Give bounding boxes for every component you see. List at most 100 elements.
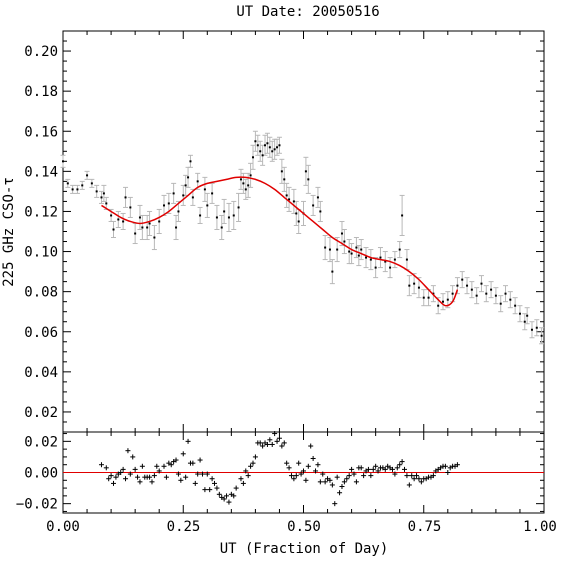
data-point — [393, 258, 396, 261]
data-point — [146, 226, 149, 229]
data-point — [427, 296, 430, 299]
y-tick-label: 0.06 — [24, 325, 58, 341]
residual-point — [317, 479, 323, 485]
residual-point — [394, 465, 400, 471]
data-point — [297, 220, 300, 223]
residual-point — [445, 470, 451, 475]
data-point — [530, 328, 533, 331]
data-point — [283, 178, 286, 181]
data-point — [129, 206, 132, 209]
residual-point — [137, 479, 143, 485]
residual-point — [111, 480, 117, 486]
data-point — [134, 232, 137, 235]
data-point — [187, 176, 190, 179]
residual-point — [245, 473, 251, 479]
residual-point — [313, 468, 319, 474]
y-tick-label: 0.04 — [24, 365, 58, 381]
residual-point — [135, 474, 141, 480]
data-point — [100, 196, 103, 199]
residual-point — [260, 443, 266, 449]
residual-point — [204, 471, 210, 477]
data-point — [266, 142, 269, 145]
residual-point — [334, 474, 340, 480]
data-point — [122, 220, 125, 223]
residual-point — [416, 476, 422, 482]
residual-point — [202, 487, 208, 493]
residual-point — [301, 468, 306, 474]
residual-point — [103, 465, 109, 471]
fit-curve — [101, 176, 459, 307]
data-point — [514, 304, 517, 307]
data-point — [153, 236, 156, 239]
data-point — [66, 182, 69, 185]
y-axis-label: 225 GHz CSO-τ — [1, 177, 17, 287]
data-point — [540, 334, 543, 337]
data-point — [417, 286, 420, 289]
residual-point — [168, 462, 174, 468]
residual-point — [180, 451, 186, 457]
data-point — [223, 210, 226, 213]
data-point — [256, 144, 259, 147]
data-point — [191, 196, 194, 199]
y-tick-label: 0.08 — [24, 285, 58, 301]
y-tick-label: 0.18 — [24, 84, 58, 100]
data-point — [336, 248, 339, 251]
data-point — [369, 258, 372, 261]
residual-point — [238, 476, 244, 482]
data-point — [384, 260, 387, 263]
residual-point — [339, 484, 345, 490]
residual-point — [358, 465, 364, 471]
data-point — [110, 214, 113, 217]
data-point — [271, 150, 274, 153]
residual-point — [361, 473, 367, 479]
residual-point — [329, 482, 335, 488]
data-point — [189, 160, 192, 163]
residual-point — [161, 463, 167, 469]
residual-point — [120, 466, 126, 472]
data-point — [357, 254, 360, 257]
residual-point — [123, 476, 129, 482]
data-point — [81, 184, 84, 187]
residual-point — [267, 437, 273, 443]
data-point — [138, 216, 141, 219]
data-point — [76, 188, 79, 191]
y-tick-label: 0.16 — [24, 124, 58, 140]
data-point — [365, 256, 368, 259]
residual-point — [250, 460, 256, 466]
residual-point — [397, 462, 403, 468]
y-tick-label: 0.02 — [24, 405, 58, 421]
data-point — [86, 174, 89, 177]
residual-point — [175, 471, 181, 477]
data-point — [227, 216, 230, 219]
data-point — [494, 294, 497, 297]
data-point — [312, 204, 315, 207]
residual-point — [113, 474, 119, 480]
residual-point — [286, 465, 292, 471]
residual-point — [209, 476, 215, 482]
main-plot: 0.02 0.04 0.06 0.08 0.10 0.12 0.14 0.16 0.18 0.20 — [24, 30, 545, 513]
residual-point — [351, 471, 357, 477]
data-point — [242, 182, 245, 185]
residual-point — [392, 471, 398, 477]
residual-point — [163, 474, 169, 480]
data-point — [71, 188, 74, 191]
data-point — [259, 150, 262, 153]
data-point — [422, 296, 425, 299]
data-point — [360, 248, 363, 251]
chart-title: UT Date: 20050516 — [236, 4, 379, 20]
residual-point — [322, 479, 328, 485]
residual-point — [178, 477, 184, 483]
residual-point — [327, 477, 333, 483]
data-point — [90, 182, 93, 185]
residual-point — [195, 471, 201, 477]
x-tick-label: 1.00 — [523, 519, 557, 535]
residual-plot: −0.02 0.00 0.02 — [16, 431, 545, 514]
residual-point — [281, 440, 287, 446]
residual-point — [320, 471, 326, 477]
data-point — [319, 210, 322, 213]
residual-point — [346, 473, 352, 479]
residual-point — [257, 440, 263, 446]
data-point — [485, 292, 488, 295]
residual-point — [243, 468, 249, 474]
residual-point — [216, 491, 222, 497]
